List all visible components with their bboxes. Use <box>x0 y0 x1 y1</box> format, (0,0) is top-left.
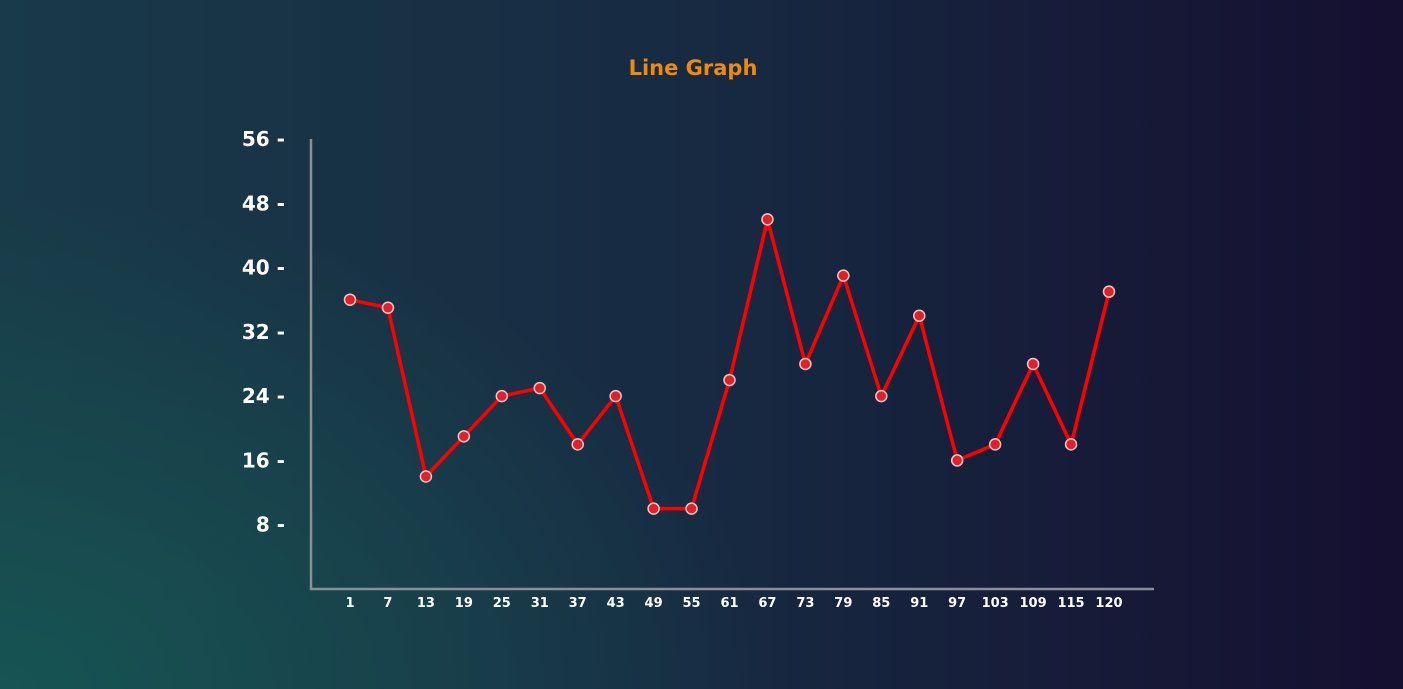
data-point <box>1064 438 1078 451</box>
x-tick-label: 97 <box>948 596 966 611</box>
x-axis-ticks: 1 7 13 19 25 31 37 43 49 55 61 67 73 79 85 91 97 103 109 11… <box>345 596 1122 611</box>
data-point <box>950 454 964 467</box>
x-tick-label: 103 <box>982 596 1009 611</box>
data-point <box>381 301 395 314</box>
data-point <box>1026 357 1040 371</box>
x-tick-label: 31 <box>531 596 549 611</box>
chart-title: Line Graph <box>628 56 758 80</box>
data-point <box>761 213 774 226</box>
x-tick-label: 49 <box>645 596 663 611</box>
data-point <box>1102 285 1116 298</box>
x-tick-label: 61 <box>720 596 738 611</box>
x-tick-label: 19 <box>455 596 473 611</box>
x-tick-label: 1 <box>345 596 354 611</box>
x-tick-label: 43 <box>607 596 625 611</box>
data-point <box>988 438 1002 451</box>
data-point <box>913 309 926 323</box>
x-tick-label: 7 <box>383 596 392 611</box>
y-tick-label: 40 - <box>242 256 285 280</box>
data-point <box>419 470 433 483</box>
data-point <box>495 389 509 403</box>
data-point <box>457 430 471 443</box>
y-tick-label: 16 - <box>242 448 285 472</box>
data-point <box>343 293 357 306</box>
x-tick-label: 25 <box>493 596 511 611</box>
x-tick-label: 85 <box>872 596 890 611</box>
x-tick-label: 55 <box>683 596 701 611</box>
data-point <box>875 389 888 403</box>
data-point <box>571 438 584 451</box>
y-tick-label: 32 - <box>242 320 285 344</box>
y-tick-label: 56 - <box>242 127 285 151</box>
y-tick-label: 48 - <box>242 191 285 215</box>
x-tick-label: 37 <box>569 596 587 611</box>
series-group <box>343 213 1116 515</box>
data-point <box>647 502 660 515</box>
data-point <box>799 357 812 371</box>
data-point <box>723 373 736 387</box>
x-tick-label: 67 <box>758 596 776 611</box>
x-tick-label: 13 <box>417 596 435 611</box>
x-tick-label: 120 <box>1095 596 1122 611</box>
data-point <box>609 389 622 403</box>
x-tick-label: 73 <box>796 596 814 611</box>
data-point <box>685 502 698 515</box>
y-tick-label: 24 - <box>242 384 285 408</box>
x-tick-label: 91 <box>910 596 928 611</box>
data-point <box>533 381 546 395</box>
chart-axes <box>309 139 1154 591</box>
x-tick-label: 79 <box>834 596 852 611</box>
data-point <box>837 269 850 282</box>
x-tick-label: 109 <box>1020 596 1047 611</box>
y-tick-label: 8 - <box>256 513 285 537</box>
x-tick-label: 115 <box>1057 596 1084 611</box>
series-line <box>349 218 1111 511</box>
y-axis-ticks: 8 - 16 - 24 - 32 - 40 - 48 - 56 - <box>242 127 285 537</box>
